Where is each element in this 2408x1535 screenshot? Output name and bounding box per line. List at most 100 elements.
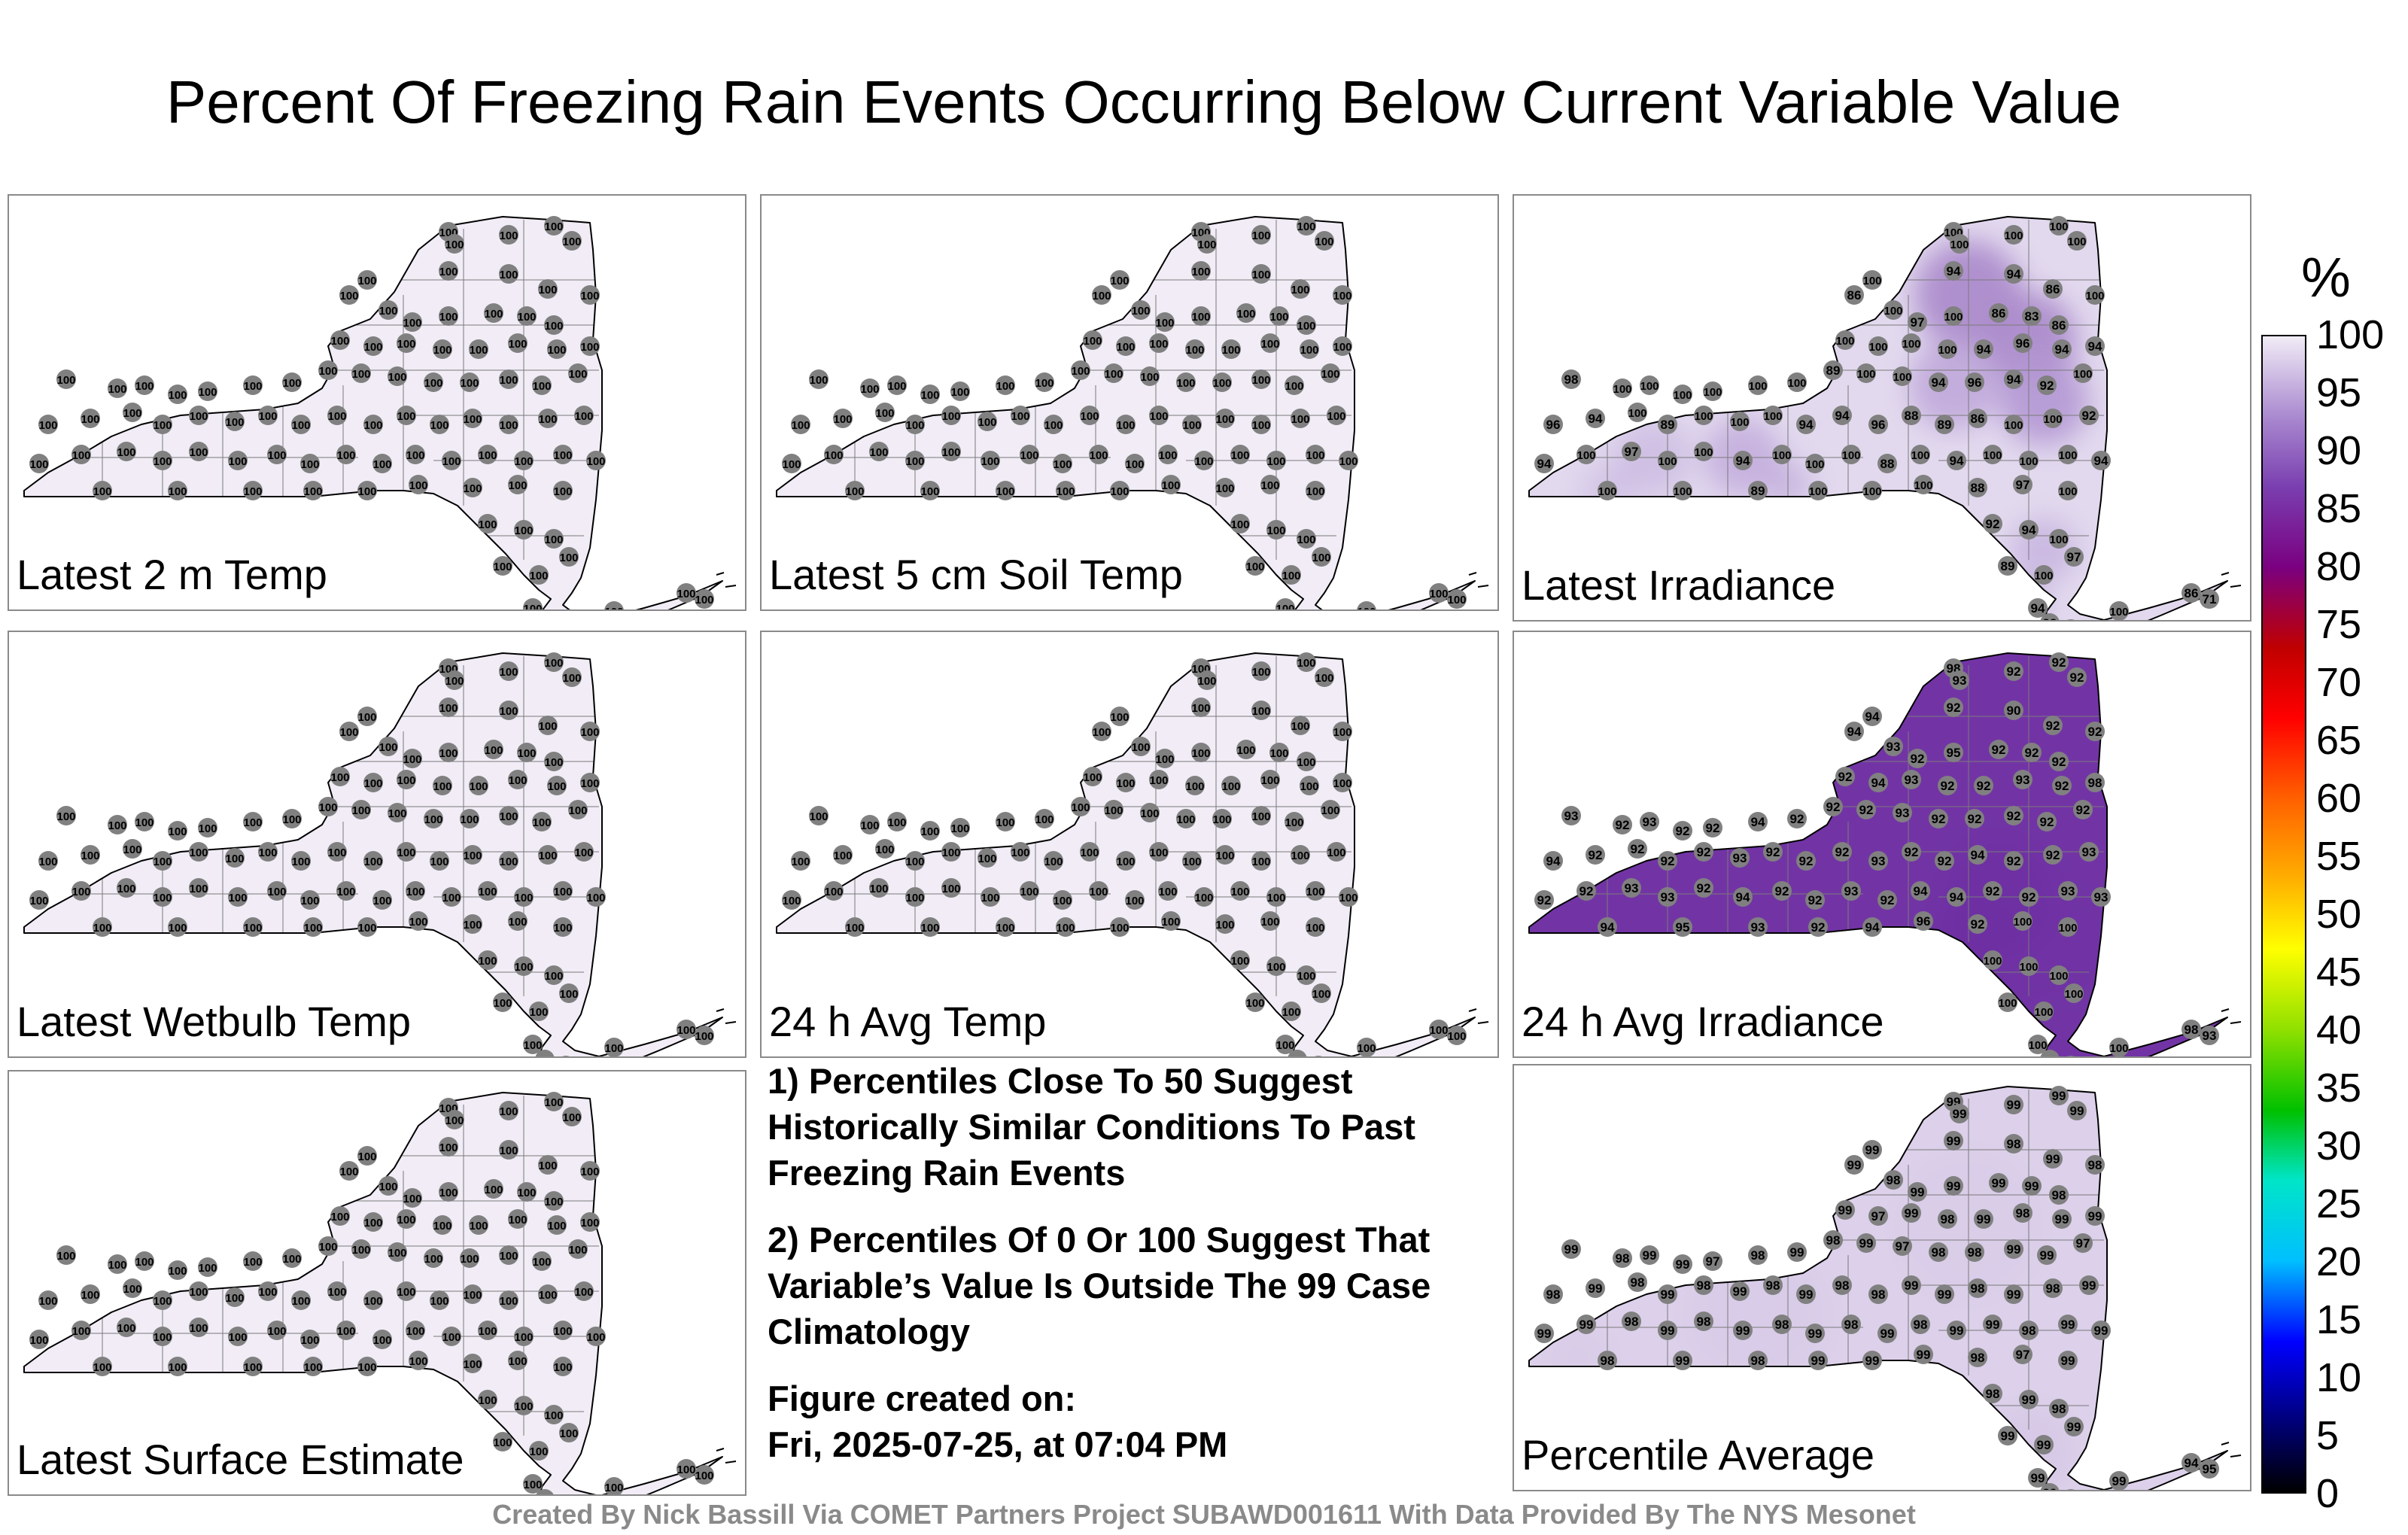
station-value: 100 (833, 413, 852, 426)
station-dot (153, 451, 172, 470)
station-marker: 100 (363, 773, 383, 792)
station-dot (2079, 1275, 2099, 1295)
state-outline (1528, 216, 2228, 620)
station-marker: 100 (463, 409, 482, 428)
station-marker: 94 (1844, 722, 1864, 741)
station-value: 94 (1751, 815, 1765, 829)
station-marker: 100 (1035, 809, 1054, 828)
station-marker: 100 (905, 851, 925, 871)
station-value: 92 (2082, 409, 2096, 423)
station-dot (1877, 454, 1897, 473)
station-marker: 100 (135, 375, 154, 395)
station-value: 100 (93, 1361, 111, 1374)
station-value: 100 (824, 449, 843, 462)
station-value: 100 (1902, 338, 1920, 351)
station-marker: 100 (406, 445, 425, 464)
station-marker: 100 (544, 315, 564, 335)
station-dot (339, 1161, 359, 1181)
station-dot (2109, 1471, 2129, 1490)
station-marker: 100 (330, 767, 350, 786)
station-value: 94 (2031, 601, 2045, 616)
station-marker: 99 (2004, 1284, 2023, 1304)
station-value: 100 (1893, 371, 1911, 384)
station-dot (1733, 1321, 1753, 1340)
station-dot (1035, 809, 1054, 828)
station-dot (2049, 1086, 2069, 1105)
station-dot (1805, 890, 1825, 910)
station-marker: 100 (189, 1281, 208, 1301)
station-marker: 99 (2028, 1468, 2048, 1488)
station-marker: 100 (409, 475, 428, 494)
station-marker: 100 (243, 1357, 263, 1376)
station-value: 100 (1251, 705, 1270, 718)
station-marker: 100 (1197, 234, 1217, 254)
station-marker: 100 (499, 1245, 518, 1265)
station-dot (1161, 475, 1181, 494)
station-dot (469, 339, 488, 359)
station-value: 98 (1871, 1287, 1886, 1302)
station-value: 100 (574, 847, 593, 859)
station-value: 100 (357, 711, 376, 724)
station-marker: 100 (562, 667, 582, 687)
station-marker: 100 (1191, 698, 1211, 717)
station-dot (1844, 285, 1864, 305)
station-marker: 100 (1071, 360, 1090, 380)
panel-label: Latest Wetbulb Temp (17, 998, 412, 1045)
station-marker: 94 (2004, 264, 2023, 284)
station-dot (1856, 800, 1876, 819)
station-marker: 99 (2040, 1483, 2060, 1490)
station-marker: 100 (168, 821, 187, 840)
station-marker: 100 (1110, 707, 1130, 726)
station-marker: 100 (1297, 965, 1316, 985)
station-value: 100 (1083, 771, 1102, 784)
station-value: 94 (2055, 342, 2069, 357)
station-marker: 99 (1730, 1281, 1750, 1301)
station-marker: 100 (676, 1020, 696, 1039)
station-value: 96 (1871, 418, 1886, 432)
station-value: 92 (1835, 845, 1850, 859)
station-marker: 96 (1543, 415, 1563, 434)
station-dot (553, 445, 573, 464)
station-marker: 100 (93, 917, 112, 937)
station-marker: 100 (339, 722, 359, 741)
station-dot (71, 1321, 91, 1340)
station-value: 100 (1628, 407, 1646, 420)
station-marker: 100 (357, 707, 377, 726)
station-dot (430, 415, 449, 434)
station-value: 100 (318, 1241, 337, 1254)
station-marker: 100 (547, 776, 567, 795)
station-value: 100 (153, 856, 172, 868)
station-marker: 93 (1868, 851, 1888, 871)
station-dot (2043, 1149, 2063, 1169)
station-marker: 100 (439, 698, 458, 717)
station-dot (1938, 1209, 1957, 1229)
station-marker: 100 (1215, 845, 1235, 865)
station-value: 98 (2046, 1281, 2060, 1296)
station-dot (388, 1242, 407, 1262)
station-value: 100 (189, 883, 208, 895)
station-marker: 100 (1862, 481, 1882, 500)
station-marker: 100 (538, 1155, 558, 1175)
station-dot (1935, 1284, 1954, 1304)
station-marker: 100 (559, 547, 579, 567)
station-value: 97 (2067, 550, 2081, 564)
station-dot (2004, 264, 2023, 284)
station-marker: 100 (1251, 661, 1271, 681)
station-value: 98 (1564, 372, 1579, 387)
station-value: 92 (1947, 701, 1961, 715)
station-dot (1291, 409, 1310, 428)
colorbar-tick-label: 65 (2316, 718, 2362, 763)
station-value: 100 (484, 308, 503, 321)
station-value: 100 (243, 922, 262, 935)
station-marker: 100 (547, 1215, 567, 1235)
station-dot (1429, 583, 1449, 603)
station-value: 100 (1288, 1054, 1306, 1058)
colorbar-tick-label: 5 (2316, 1413, 2340, 1458)
station-marker: 100 (1158, 881, 1178, 901)
station-marker: 100 (1035, 372, 1054, 392)
station-dot (1266, 520, 1286, 540)
station-dot (559, 1423, 579, 1442)
station-value: 100 (1035, 377, 1054, 390)
station-dot (1914, 475, 1933, 494)
station-dot (478, 445, 497, 464)
